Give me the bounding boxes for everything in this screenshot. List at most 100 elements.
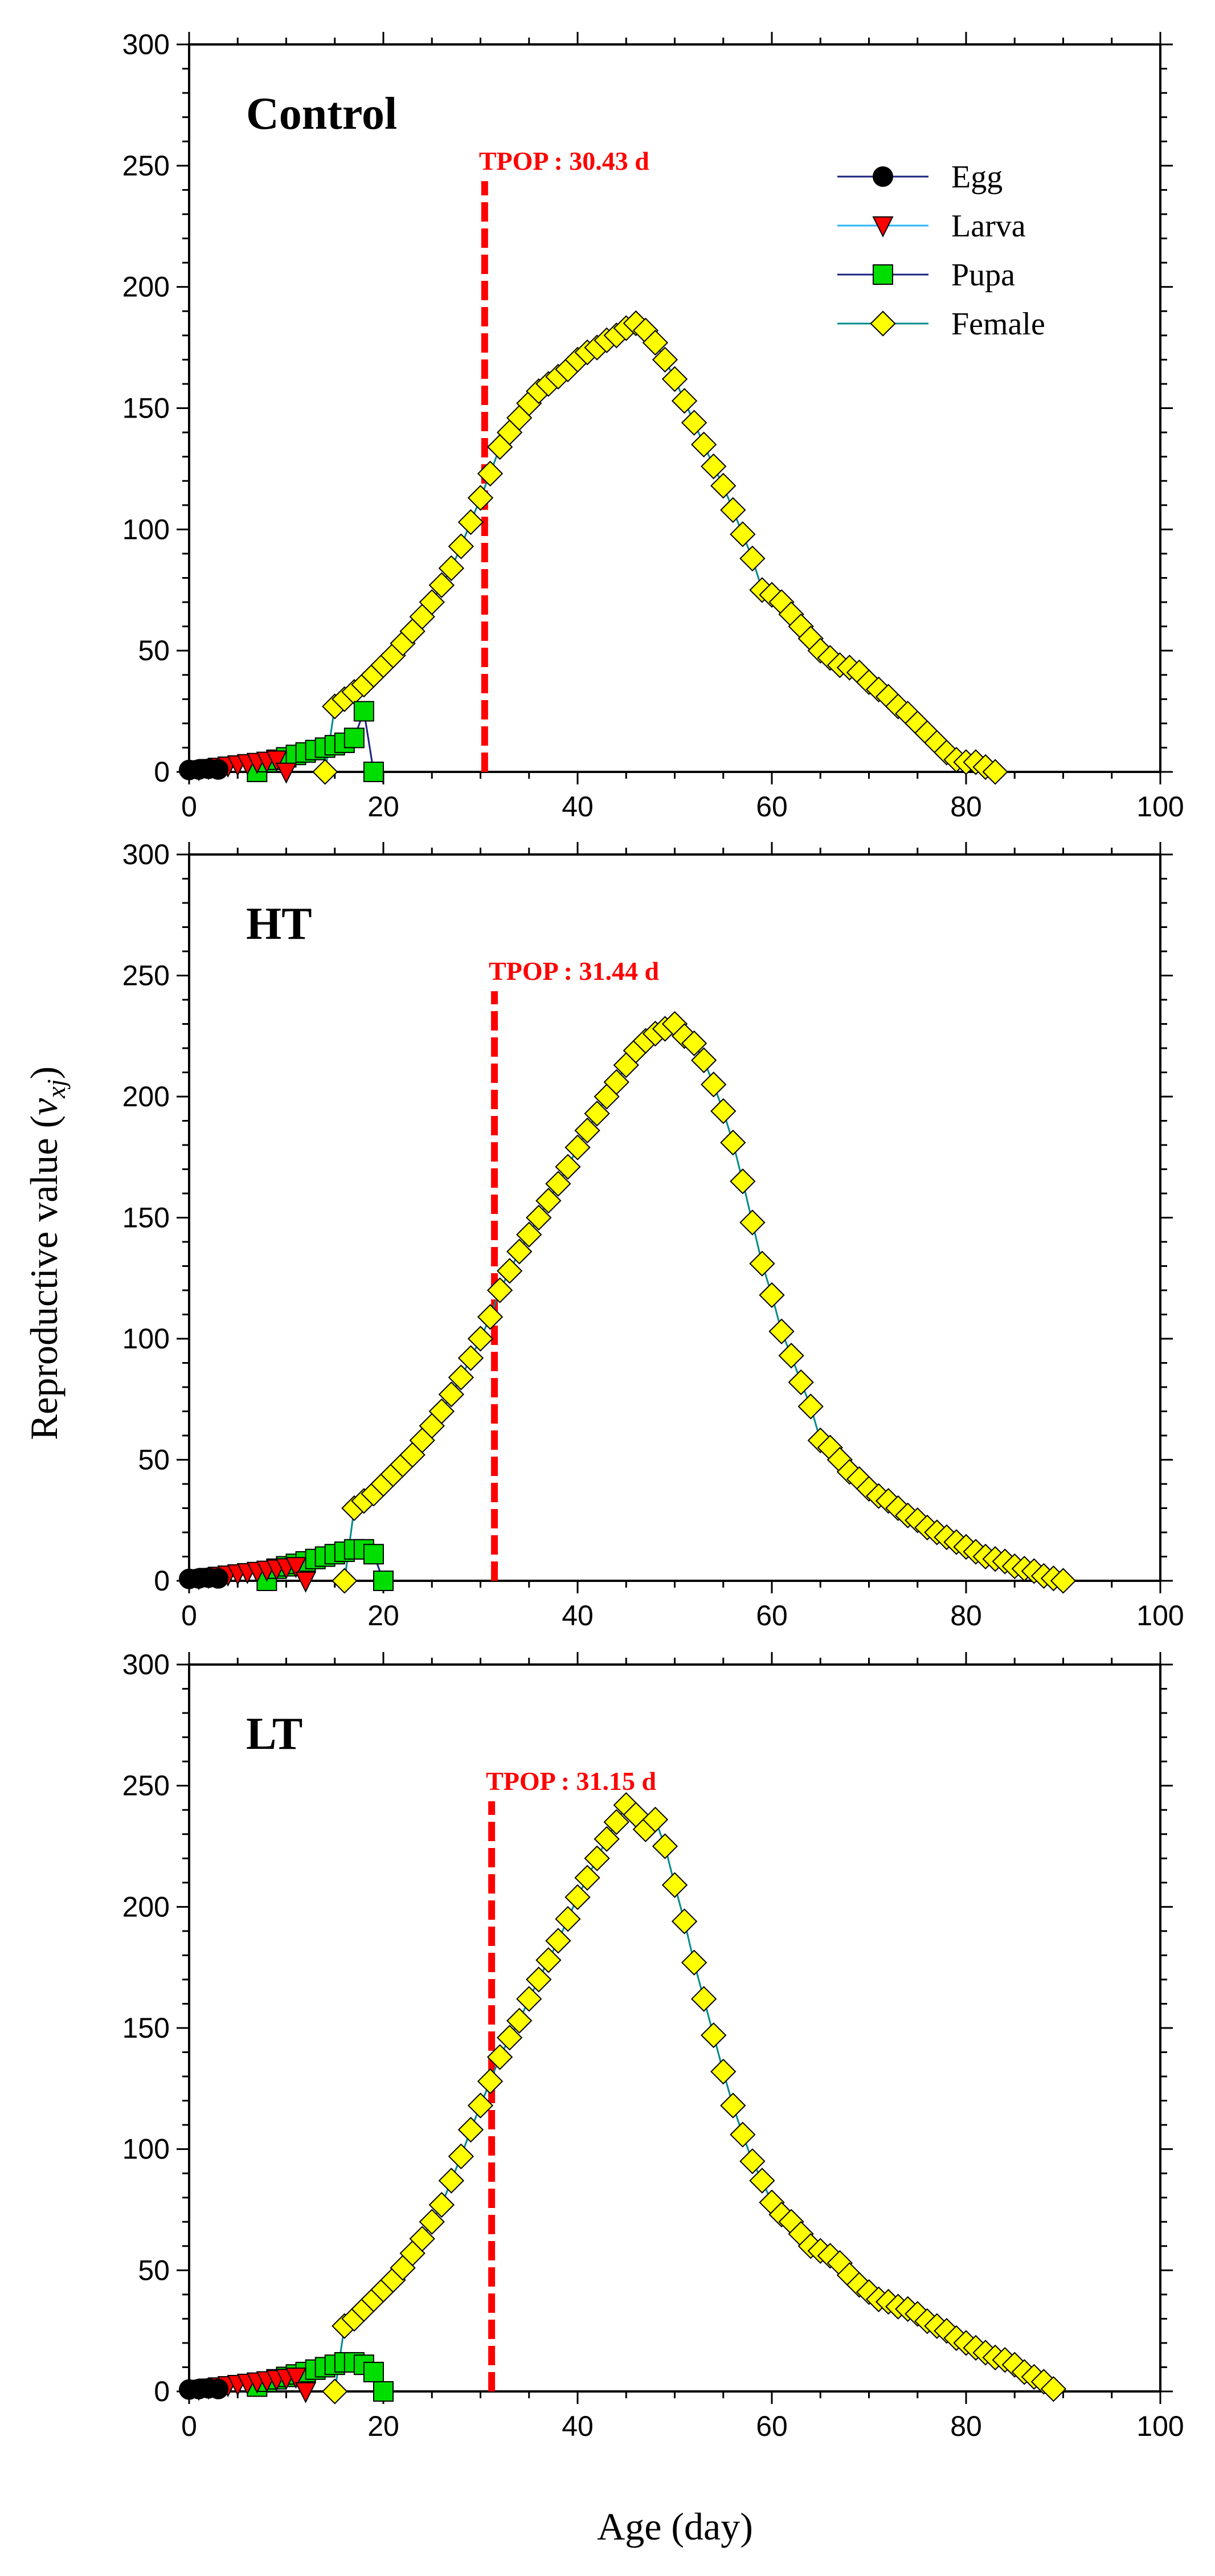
legend-marker-egg	[873, 166, 893, 187]
point-female	[1050, 1568, 1077, 1594]
panel-ht: 0 20 40 60 80 100 0 50 100 150 200 250 300 HT TPOP : 3…	[122, 839, 1184, 1632]
x-tick-label: 0	[181, 791, 197, 823]
x-tick-label: 80	[950, 1600, 982, 1632]
x-tick-label: 40	[562, 2410, 594, 2442]
y-axis-title: Reproductive value (vxj)	[22, 1066, 71, 1440]
y-tick-label: 150	[122, 392, 170, 424]
x-tick-label: 20	[367, 1600, 399, 1632]
point-female	[749, 1250, 775, 1277]
point-female	[467, 2092, 494, 2119]
legend: Egg Larva Pupa Female	[837, 160, 1045, 342]
point-female	[535, 1188, 562, 1214]
legend-marker-female	[870, 310, 896, 337]
point-female	[467, 485, 494, 511]
legend-label-pupa: Pupa	[951, 257, 1015, 293]
y-tick-label: 50	[138, 1444, 170, 1476]
point-female	[652, 1833, 678, 1859]
point-female	[438, 2168, 465, 2194]
point-female	[720, 1130, 746, 1156]
y-tick-label: 100	[122, 513, 170, 545]
y-tick-label: 250	[122, 150, 170, 182]
point-female	[681, 1030, 707, 1057]
point-female	[457, 1345, 484, 1371]
y-tick-label: 300	[122, 839, 170, 870]
point-female	[584, 1101, 610, 1127]
panel-title: HT	[246, 899, 312, 949]
x-tick-label: 100	[1136, 791, 1184, 823]
point-female	[701, 2022, 727, 2048]
point-larva	[265, 750, 288, 772]
point-pupa	[343, 727, 365, 749]
x-tick-label: 40	[562, 1600, 594, 1632]
legend-label-egg: Egg	[951, 160, 1003, 195]
series-egg	[179, 2378, 229, 2400]
point-female	[555, 1154, 581, 1180]
y-axis-title-subscript: xj	[42, 1080, 71, 1099]
point-female	[535, 1947, 562, 1973]
series-egg	[179, 758, 229, 780]
point-female	[564, 1134, 591, 1160]
x-tick-label: 20	[367, 791, 399, 823]
point-larva	[275, 762, 297, 784]
x-tick-label: 0	[181, 2410, 197, 2442]
point-female	[477, 2068, 504, 2095]
point-female	[496, 1258, 523, 1284]
y-tick-label: 150	[122, 1202, 170, 1234]
y-tick-label: 100	[122, 1323, 170, 1355]
y-tick-label: 250	[122, 1770, 170, 1802]
x-tick-label: 0	[181, 1600, 197, 1632]
x-tick-label: 60	[756, 1600, 788, 1632]
point-female	[438, 555, 465, 582]
x-tick-label: 60	[756, 2410, 788, 2442]
y-tick-label: 200	[122, 271, 170, 303]
x-tick-label: 60	[756, 791, 788, 823]
point-female	[457, 2116, 484, 2143]
point-female	[467, 1326, 494, 1352]
legend-marker-pupa	[873, 264, 893, 285]
point-female	[584, 1845, 610, 1871]
point-female	[690, 431, 717, 458]
point-female	[749, 2168, 775, 2194]
series-line-female	[343, 1023, 1063, 1582]
point-female	[642, 1806, 669, 1833]
point-female	[477, 460, 504, 487]
point-pupa	[373, 1571, 394, 1591]
point-female	[788, 1369, 814, 1396]
tpop-label: TPOP : 31.15 d	[486, 1767, 656, 1796]
point-female	[690, 1047, 717, 1073]
x-axis-title: Age (day)	[597, 2505, 753, 2548]
point-female	[574, 1117, 600, 1144]
point-pupa	[373, 2381, 394, 2402]
point-female	[332, 1568, 358, 1594]
y-tick-label: 200	[122, 1891, 170, 1923]
point-female	[428, 2191, 455, 2218]
point-female	[671, 1908, 698, 1935]
point-larva	[294, 2382, 317, 2403]
point-female	[526, 1966, 552, 1993]
point-female	[671, 388, 698, 414]
point-female	[730, 2121, 756, 2148]
series-line-female	[334, 1804, 1054, 2392]
point-female	[768, 1318, 795, 1344]
point-pupa	[363, 2361, 384, 2382]
point-female	[545, 1928, 571, 1954]
point-larva	[285, 2368, 307, 2389]
point-female	[526, 1204, 552, 1231]
tpop-label: TPOP : 31.44 d	[489, 956, 659, 986]
point-female	[516, 1986, 542, 2012]
point-female	[681, 410, 707, 436]
y-tick-label: 0	[154, 2375, 170, 2407]
x-tick-label: 40	[562, 791, 594, 823]
y-tick-label: 100	[122, 2133, 170, 2165]
point-female	[661, 1872, 688, 1898]
y-tick-label: 150	[122, 2012, 170, 2044]
point-female	[564, 1884, 591, 1910]
point-female	[409, 2226, 435, 2252]
point-egg	[208, 1568, 229, 1589]
series-female	[312, 310, 1008, 785]
point-larva	[294, 1571, 317, 1593]
y-tick-label: 250	[122, 960, 170, 992]
panel-title: LT	[246, 1709, 302, 1759]
point-female	[448, 1364, 474, 1391]
